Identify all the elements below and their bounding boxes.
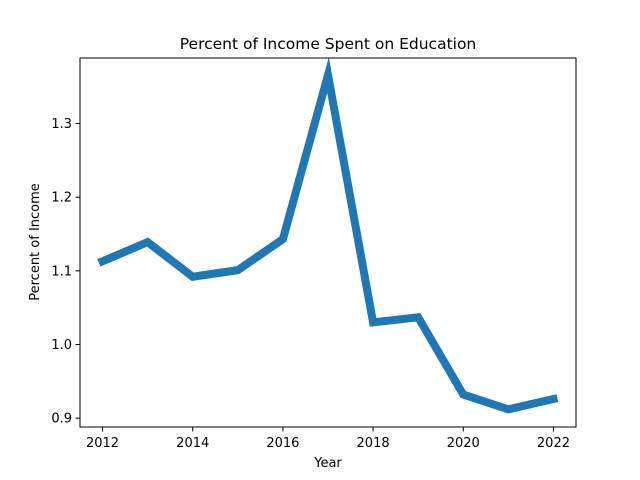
data-point — [553, 399, 554, 400]
data-point — [147, 242, 148, 243]
data-point — [282, 239, 283, 240]
x-axis: 2012 2014 2016 2018 2020 2022 — [86, 427, 570, 451]
plot-frame — [79, 57, 577, 428]
y-axis-label: Percent of Income — [28, 183, 43, 301]
data-point — [328, 74, 329, 75]
data-point — [508, 409, 509, 410]
data-point — [373, 322, 374, 323]
data-point — [237, 270, 238, 271]
data-point — [418, 317, 419, 318]
x-tick-label: 2012 — [86, 436, 119, 451]
y-tick-label: 1.1 — [51, 264, 72, 279]
x-tick-label: 2018 — [357, 436, 390, 451]
data-point — [192, 276, 193, 277]
x-tick-label: 2016 — [266, 436, 299, 451]
y-tick-label: 1.0 — [51, 338, 72, 353]
x-axis-label: Year — [313, 456, 342, 471]
data-point — [102, 261, 103, 262]
y-tick-label: 1.2 — [51, 191, 72, 206]
y-axis: 0.9 1.0 1.1 1.2 1.3 — [51, 117, 80, 427]
plot-series — [97, 56, 559, 414]
series-line — [97, 56, 559, 414]
chart-title: Percent of Income Spent on Education — [180, 35, 477, 53]
x-tick-label: 2022 — [537, 436, 570, 451]
x-tick-label: 2014 — [176, 436, 209, 451]
y-tick-label: 0.9 — [51, 412, 72, 427]
y-tick-label: 1.3 — [51, 117, 72, 132]
data-point — [463, 394, 464, 395]
x-tick-label: 2020 — [447, 436, 480, 451]
